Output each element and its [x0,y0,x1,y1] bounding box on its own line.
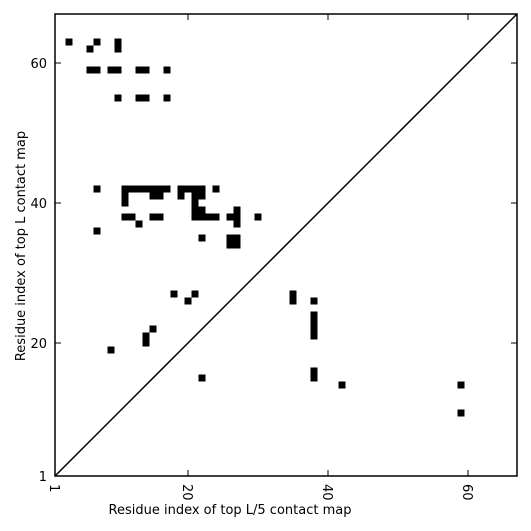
contact-cell [163,185,171,193]
y-axis-label: Residue index of top L contact map [14,131,29,361]
contact-cell [128,185,136,193]
contact-cell [198,185,206,193]
contact-cell [93,227,101,235]
contact-cell [107,346,115,354]
contact-cell [86,66,94,74]
x-tick-label: 40 [319,484,334,501]
contact-cell [142,66,150,74]
contact-cell [254,213,262,221]
x-axis-label: Residue index of top L/5 contact map [109,503,352,518]
contact-cell [233,234,241,242]
contact-cell [135,94,143,102]
contact-cell [121,185,129,193]
contact-cell [212,185,220,193]
x-tick-label: 60 [459,484,474,501]
contact-cell [289,290,297,298]
contact-cell [310,297,318,305]
contact-cell [114,66,122,74]
contact-cell [149,213,157,221]
y-tick-label: 40 [30,197,47,212]
contact-cell [457,381,465,389]
plot-frame [54,13,518,477]
contact-cell [149,325,157,333]
contact-cell [226,234,234,242]
contact-cell [142,339,150,347]
y-tick-label: 20 [30,337,47,352]
contact-cell [233,206,241,214]
contact-cell [191,192,199,200]
contact-cell [191,206,199,214]
contact-cell [310,367,318,375]
contact-cell [310,318,318,326]
contact-cell [198,213,206,221]
contact-cell [198,206,206,214]
contact-cell [142,332,150,340]
contact-cell [198,192,206,200]
contact-cell [233,220,241,228]
contact-cell [191,290,199,298]
contact-cell [114,94,122,102]
contact-cell [184,185,192,193]
contact-cell [177,185,185,193]
contact-cell [128,213,136,221]
contact-cell [86,45,94,53]
y-tick-label: 1 [39,470,47,485]
contact-cell [93,38,101,46]
contact-cell [310,325,318,333]
contact-cell [93,185,101,193]
contact-cell [142,94,150,102]
contact-cell [156,192,164,200]
contact-cell [156,185,164,193]
contact-cell [289,297,297,305]
contact-cell [135,220,143,228]
contact-cell [170,290,178,298]
contact-cell [310,332,318,340]
contact-cell [107,66,115,74]
contact-cells [65,38,465,417]
contact-cell [233,241,241,249]
contact-cell [114,45,122,53]
contact-cell [156,213,164,221]
contact-cell [233,213,241,221]
axis-ticks: 1 20 40 60 1 20 40 60 [30,14,517,501]
contact-cell [135,66,143,74]
contact-cell [163,94,171,102]
diagonal-line [54,13,518,477]
contact-cell [163,66,171,74]
x-tick-label: 20 [179,484,194,501]
contact-cell [184,297,192,305]
contact-cell [191,199,199,207]
contact-cell [177,192,185,200]
contact-cell [135,185,143,193]
contact-cell [198,374,206,382]
y-tick-label: 60 [30,57,47,72]
contact-cell [212,213,220,221]
contact-cell [114,38,122,46]
contact-cell [65,38,73,46]
contact-cell [121,199,129,207]
contact-cell [457,409,465,417]
contact-cell [93,66,101,74]
contact-cell [149,192,157,200]
contact-cell [310,311,318,319]
contact-cell [198,234,206,242]
contact-cell [191,213,199,221]
x-tick-label: 1 [46,484,61,492]
contact-cell [338,381,346,389]
contact-cell [226,213,234,221]
contact-cell [205,213,213,221]
contact-cell [121,213,129,221]
contact-cell [191,185,199,193]
contact-cell [121,192,129,200]
contact-cell [149,185,157,193]
contact-cell [226,241,234,249]
contact-cell [310,374,318,382]
contact-cell [142,185,150,193]
